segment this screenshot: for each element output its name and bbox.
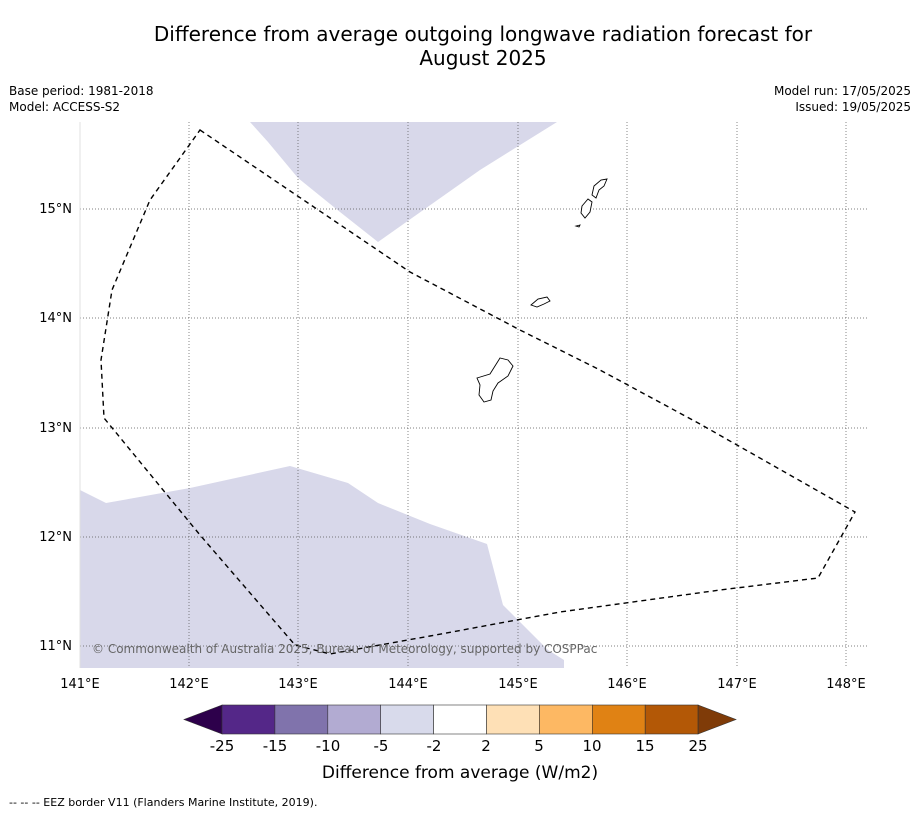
title-line-1: Difference from average outgoing longwav… xyxy=(153,22,813,46)
islands xyxy=(476,178,608,403)
gridlines xyxy=(80,122,868,668)
anomaly-region-south xyxy=(80,466,564,668)
meta-left: Base period: 1981-2018 Model: ACCESS-S2 xyxy=(9,83,154,115)
map-title: Difference from average outgoing longwav… xyxy=(78,22,888,70)
base-period: Base period: 1981-2018 xyxy=(9,84,154,98)
copyright-credit: © Commonwealth of Australia 2025, Bureau… xyxy=(92,642,597,656)
colorbar-cell xyxy=(433,704,487,735)
colorbar-cell xyxy=(380,704,434,735)
anomaly-region-north xyxy=(250,122,557,242)
colorbar-tick: -25 xyxy=(210,737,235,755)
island-tinian xyxy=(580,198,593,219)
colorbar-tick: -10 xyxy=(316,737,341,755)
lat-label: 15°N xyxy=(39,202,72,217)
lon-label: 145°E xyxy=(498,677,538,692)
colorbar-cell xyxy=(221,704,276,735)
island-rota xyxy=(530,296,551,308)
lon-label: 146°E xyxy=(607,677,647,692)
title-line-2: August 2025 xyxy=(419,46,547,70)
model-run: Model run: 17/05/2025 xyxy=(773,84,911,98)
island-guam xyxy=(476,357,514,403)
colorbar-cell xyxy=(591,704,646,735)
colorbar-tick: 15 xyxy=(635,737,654,755)
colorbar-extend-high xyxy=(697,704,737,735)
lon-label: 142°E xyxy=(169,677,209,692)
lat-label: 11°N xyxy=(39,639,72,654)
issued-date: Issued: 19/05/2025 xyxy=(795,100,911,114)
colorbar-extend-low xyxy=(183,704,223,735)
model-name: Model: ACCESS-S2 xyxy=(9,100,121,114)
colorbar-tick: 5 xyxy=(534,737,544,755)
colorbar-cell xyxy=(274,704,329,735)
eez-border xyxy=(100,129,856,655)
island-aguijan xyxy=(574,224,581,228)
map-panel: © Commonwealth of Australia 2025, Bureau… xyxy=(79,122,868,668)
lon-label: 141°E xyxy=(60,677,100,692)
colorbar-ticks: -25 -15 -10 -5 -2 2 5 10 15 25 xyxy=(210,737,708,755)
lat-label: 12°N xyxy=(39,530,72,545)
colorbar-tick: 25 xyxy=(688,737,707,755)
lon-label: 148°E xyxy=(826,677,866,692)
lon-label: 147°E xyxy=(717,677,757,692)
colorbar-tick: -5 xyxy=(374,737,389,755)
colorbar-tick: -2 xyxy=(427,737,442,755)
eez-footnote: -- -- -- EEZ border V11 (Flanders Marine… xyxy=(9,796,318,809)
lon-labels: 141°E 142°E 143°E 144°E 145°E 146°E 147°… xyxy=(60,677,866,692)
meta-right: Model run: 17/05/2025 Issued: 19/05/2025 xyxy=(774,83,911,115)
colorbar-tick: 2 xyxy=(481,737,491,755)
colorbar: -25 -15 -10 -5 -2 2 5 10 15 25 Differenc… xyxy=(183,704,737,783)
colorbar-cell xyxy=(486,704,540,735)
colorbar-title: Difference from average (W/m2) xyxy=(322,763,598,783)
colorbar-tick: 10 xyxy=(582,737,601,755)
colorbar-cell xyxy=(644,704,699,735)
lat-labels: 15°N 14°N 13°N 12°N 11°N xyxy=(39,202,72,654)
lat-label: 13°N xyxy=(39,421,72,436)
colorbar-cell xyxy=(327,704,381,735)
lon-label: 143°E xyxy=(278,677,318,692)
lon-label: 144°E xyxy=(388,677,428,692)
lat-label: 14°N xyxy=(39,311,72,326)
colorbar-cell xyxy=(539,704,593,735)
island-saipan xyxy=(591,178,608,199)
colorbar-tick: -15 xyxy=(263,737,288,755)
